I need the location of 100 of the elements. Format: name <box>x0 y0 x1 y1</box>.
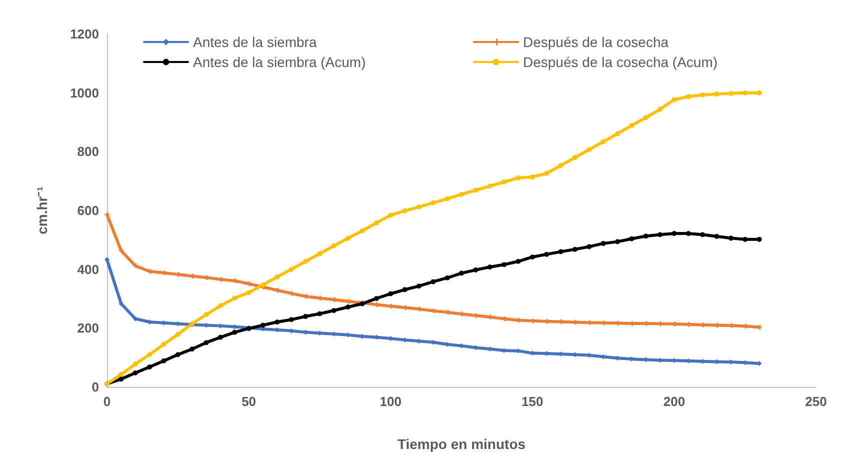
x-axis-title: Tiempo en minutos <box>397 436 526 452</box>
legend-label: Antes de la siembra <box>193 34 317 50</box>
point <box>530 174 535 180</box>
legend-label: Después de la cosecha (Acum) <box>523 54 718 70</box>
point <box>288 317 294 322</box>
point <box>374 220 379 226</box>
point <box>147 352 152 358</box>
point <box>502 179 507 184</box>
point <box>629 236 634 242</box>
point <box>614 239 620 244</box>
point <box>388 212 394 218</box>
point <box>672 97 677 102</box>
x-tick-label: 150 <box>522 394 544 409</box>
point <box>572 246 578 252</box>
point <box>132 370 138 376</box>
point <box>118 376 124 382</box>
point <box>756 236 762 242</box>
point <box>487 264 492 270</box>
point <box>586 244 592 250</box>
x-tick-label: 200 <box>663 394 686 409</box>
point <box>132 362 138 367</box>
y-tick-label: 800 <box>77 144 99 160</box>
point <box>502 262 507 268</box>
point <box>658 106 663 112</box>
point <box>416 284 422 289</box>
y-tick-label: 1000 <box>70 85 99 100</box>
point <box>232 296 238 301</box>
legend-label: Después de la cosecha <box>523 34 669 50</box>
point <box>572 155 578 160</box>
point <box>658 232 663 238</box>
point <box>218 303 223 308</box>
point <box>175 352 180 358</box>
point <box>586 147 592 152</box>
point <box>672 230 677 236</box>
point <box>260 322 266 328</box>
point <box>444 196 450 202</box>
point <box>331 243 336 248</box>
point <box>530 254 535 260</box>
point <box>175 332 180 337</box>
point <box>544 170 550 176</box>
point <box>288 266 294 272</box>
legend-label: Antes de la siembra (Acum) <box>193 54 366 70</box>
x-tick-label: 0 <box>103 394 111 409</box>
point <box>317 251 322 256</box>
point <box>487 184 492 189</box>
point <box>444 275 450 280</box>
point <box>161 358 166 364</box>
point <box>629 122 634 128</box>
point <box>402 287 408 292</box>
x-tick-label: 250 <box>805 394 827 409</box>
point <box>303 314 308 319</box>
point <box>728 90 734 96</box>
point <box>558 162 564 168</box>
y-tick-label: 1200 <box>70 26 99 42</box>
point <box>600 139 606 144</box>
x-tick-label: 50 <box>242 394 256 409</box>
point <box>218 334 223 340</box>
point <box>714 234 720 239</box>
y-axis-title: cm.hr⁻¹ <box>34 186 50 234</box>
point <box>204 340 209 346</box>
point <box>700 232 706 238</box>
y-tick-label: 0 <box>92 380 99 394</box>
point <box>686 94 691 100</box>
point <box>700 92 706 98</box>
point <box>246 290 252 296</box>
point <box>190 346 195 352</box>
point <box>558 249 564 254</box>
point <box>459 270 464 276</box>
point <box>714 92 720 97</box>
point <box>430 279 436 284</box>
point <box>516 175 521 180</box>
point <box>204 312 209 318</box>
point <box>346 236 351 241</box>
point <box>360 228 365 234</box>
x-tick-label: 100 <box>380 394 402 409</box>
point <box>742 90 748 96</box>
y-tick-label: 600 <box>77 203 99 218</box>
y-tick-label: 200 <box>77 320 99 336</box>
point <box>756 90 762 96</box>
point <box>686 230 691 236</box>
point <box>459 192 464 197</box>
point <box>402 208 408 214</box>
point <box>643 234 648 239</box>
point <box>544 252 550 257</box>
point <box>118 372 124 377</box>
point <box>303 258 308 264</box>
point <box>274 319 280 324</box>
point <box>232 330 238 335</box>
point <box>118 248 124 254</box>
line-series <box>104 212 762 330</box>
point <box>516 258 521 264</box>
point <box>147 364 152 370</box>
y-tick-label: 400 <box>77 262 99 277</box>
point <box>728 236 734 241</box>
point <box>374 296 379 301</box>
point <box>274 274 280 280</box>
point <box>388 291 394 296</box>
point <box>614 131 620 136</box>
point <box>473 188 478 193</box>
point <box>643 115 648 120</box>
